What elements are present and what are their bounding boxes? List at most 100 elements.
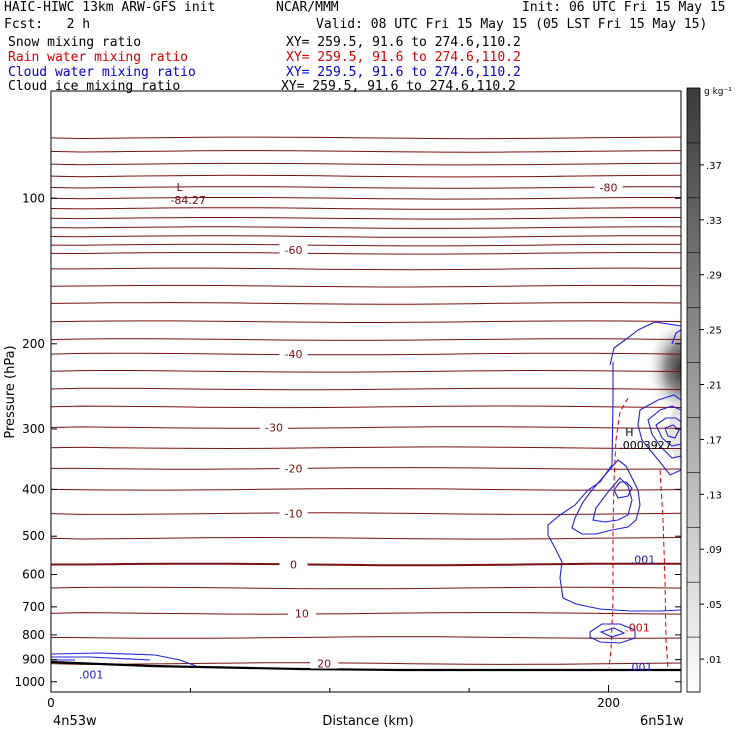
x-end-label: 6n51w [640,714,684,729]
temperature-contour [51,446,681,450]
cloud-water-contour [51,652,197,667]
extremum-type: H [625,426,633,439]
cloud-water-labels: .001 .001 .001 [79,554,655,682]
x-tick-label: 200 [597,696,620,710]
snow-shading-secondary [669,402,681,462]
field-xy-snow: XY= 259.5, 91.6 to 274.6,110.2 [286,35,521,50]
temperature-contour [51,197,681,200]
temperature-contour [51,150,681,153]
cloud-water-contour [51,656,151,661]
cloud-water-contour [571,459,641,535]
temperature-contour [51,662,681,665]
field-label-cloud-water: Cloud water mixing ratio [8,65,196,80]
contour-label-mask [279,243,308,256]
temperature-contour-label: -60 [285,244,303,257]
x-tick-label: 0 [47,696,55,710]
temperature-contour [51,488,681,491]
temperature-contour [51,426,681,429]
temperature-contour-label: -40 [285,348,303,361]
contour-label-mask [594,180,623,193]
rain-water-labels: .001 [625,622,650,635]
x-start-label: 4n53w [53,714,97,729]
temperature-contour [51,369,681,373]
y-tick-label: 800 [22,628,45,642]
cloud-water-label: .001 [79,669,104,682]
temperature-contour [51,636,681,639]
rain-water-contours [608,397,669,669]
field-label-rain: Rain water mixing ratio [8,50,189,65]
temperature-contour [51,162,681,166]
colorbar-tick-label: .37 [706,161,722,172]
temperature-contour-labels: -80 -60 -40 -30 -20 -10 0 10 20 [260,180,623,671]
cloud-water-contour [599,627,626,638]
colorbar-tick-label: .01 [706,655,722,666]
field-xy-cloud-ice: XY= 259.5, 91.6 to 274.6,110.2 [281,79,516,94]
temperature-contour [51,352,681,356]
cloud-water-contour [664,424,680,439]
field-xy-rain: XY= 259.5, 91.6 to 274.6,110.2 [286,50,521,65]
valid-label: Valid: 08 UTC Fri 15 May 15 (05 LST Fri … [316,17,708,32]
temperature-contour-label: 10 [295,607,309,620]
colorbar-tick-label: .13 [706,490,722,501]
y-tick-label: 300 [22,422,45,436]
temperature-contour [51,235,681,238]
colorbar-unit: g kg⁻¹ [704,87,732,97]
colorbar-tick-label: .29 [706,271,722,282]
temperature-contour [51,512,681,515]
y-axis-label: Pressure (hPa) [3,345,18,438]
y-tick-label: 200 [22,337,45,351]
temperature-contour [51,338,681,341]
field-label-snow: Snow mixing ratio [8,35,142,50]
colorbar [686,87,701,693]
colorbar-tick-label: .33 [706,216,722,227]
temperature-contour [51,302,681,305]
temperature-contour-label: -30 [265,422,283,435]
temperature-contour [51,586,681,590]
cloud-water-contour [592,477,633,523]
fcst-label: Fcst: 2 h [4,17,91,32]
contour-label-mask [279,506,308,519]
temperature-contour [51,217,681,220]
y-tick-label: 400 [22,482,45,496]
cloud-water-contour [637,394,681,476]
contour-label-mask [279,557,308,570]
org-label: NCAR/MMM [276,0,339,15]
temperature-contour [51,252,681,255]
temperature-contour [51,226,681,229]
snow-shading [645,316,681,420]
y-tick-label: 500 [22,529,45,543]
cloud-water-contour [609,321,681,366]
plot-frame [50,90,682,693]
temperature-contour [51,136,681,140]
rain-water-label: .001 [625,622,650,635]
x-axis-label: Distance (km) [322,714,413,729]
cloud-water-contour [589,623,636,644]
cloud-water-contour [655,417,681,447]
title-left: HAIC-HIWC 13km ARW-GFS init [4,0,216,15]
extrema-labels: L-84.27 H.0003927 [170,181,671,452]
rain-water-contour [608,397,629,669]
temperature-contour [51,562,681,567]
contour-label-mask [279,461,308,474]
cloud-water-contour [671,329,681,345]
init-label: Init: 06 UTC Fri 15 May 15 [522,0,726,15]
terrain-surface [51,660,681,672]
cloud-water-contours [51,321,681,667]
colorbar-tick-label: .05 [706,600,722,611]
temperature-contour [51,467,681,470]
temperature-contour [51,186,681,189]
temperature-contours [51,136,681,665]
temperature-contour [51,284,681,288]
temperature-contour [51,174,681,178]
temperature-contour-label: -20 [285,462,303,475]
temperature-contour [51,536,681,540]
y-tick-label: 600 [22,567,45,581]
colorbar-tick-label: .25 [706,326,722,337]
temperature-contour [51,405,681,409]
temperature-contour-label: -80 [600,181,618,194]
extremum-value: -84.27 [170,194,205,207]
temperature-contour [51,267,681,271]
cloud-water-contour [647,405,681,459]
